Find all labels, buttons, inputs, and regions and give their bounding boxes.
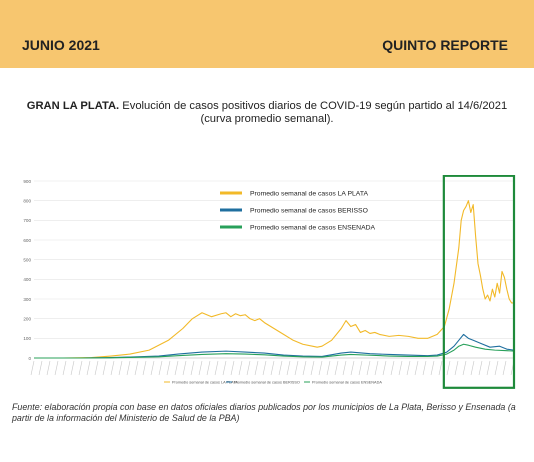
x-tick-mark xyxy=(70,360,75,376)
chart-headline: GRAN LA PLATA. Evolución de casos positi… xyxy=(16,100,518,126)
y-tick-label: 200 xyxy=(23,316,31,321)
x-tick-mark xyxy=(102,360,107,376)
y-tick-label: 0 xyxy=(28,356,31,361)
x-tick-mark xyxy=(54,360,59,376)
x-tick-mark xyxy=(118,360,123,376)
x-tick-mark xyxy=(222,360,227,376)
x-tick-mark xyxy=(382,360,387,376)
x-tick-mark xyxy=(334,360,339,376)
x-tick-mark xyxy=(502,360,507,376)
legend-label-3: Promedio semanal de casos ENSENADA xyxy=(250,225,376,232)
x-tick-mark xyxy=(30,360,35,376)
x-tick-mark xyxy=(446,360,451,376)
x-tick-mark xyxy=(318,360,323,376)
x-tick-mark xyxy=(406,360,411,376)
x-tick-mark xyxy=(486,360,491,376)
y-tick-label: 300 xyxy=(23,297,31,302)
x-tick-mark xyxy=(182,360,187,376)
bottom-legend-label-3: Promedio semanal de casos ENSENADA xyxy=(312,381,382,385)
headline-bold: GRAN LA PLATA. xyxy=(26,100,120,112)
x-tick-mark xyxy=(350,360,355,376)
x-tick-mark xyxy=(366,360,371,376)
x-tick-mark xyxy=(198,360,203,376)
bottom-legend-label-2: Promedio semanal de casos BERISSO xyxy=(234,381,300,385)
series-line-3 xyxy=(34,343,515,359)
x-tick-mark xyxy=(214,360,219,376)
y-tick-label: 600 xyxy=(23,238,31,243)
x-tick-mark xyxy=(342,360,347,376)
x-tick-mark xyxy=(478,360,483,376)
x-tick-mark xyxy=(86,360,91,376)
x-tick-mark xyxy=(206,360,211,376)
header-date: JUNIO 2021 xyxy=(22,37,100,53)
y-tick-label: 800 xyxy=(23,198,31,203)
x-tick-mark xyxy=(230,360,235,376)
y-tick-label: 700 xyxy=(23,218,31,223)
x-tick-mark xyxy=(454,360,459,376)
x-tick-mark xyxy=(254,360,259,376)
x-tick-mark xyxy=(422,360,427,376)
x-tick-mark xyxy=(438,360,443,376)
headline-line2: (curva promedio semanal). xyxy=(200,113,334,125)
x-tick-mark xyxy=(134,360,139,376)
series-line-1 xyxy=(34,200,514,359)
x-tick-mark xyxy=(358,360,363,376)
x-tick-mark xyxy=(174,360,179,376)
bottom-legend-label-1: Promedio semanal de casos LA PLATA xyxy=(172,381,238,385)
line-chart: 0 100 200 300 400 500 600 700 800 900 Promedio sem… xyxy=(23,174,516,389)
x-tick-mark xyxy=(150,360,155,376)
x-tick-mark xyxy=(462,360,467,376)
x-tick-mark xyxy=(374,360,379,376)
x-tick-mark xyxy=(286,360,291,376)
x-tick-mark xyxy=(326,360,331,376)
header-report: QUINTO REPORTE xyxy=(382,37,508,53)
x-tick-mark xyxy=(414,360,419,376)
x-tick-mark xyxy=(142,360,147,376)
y-tick-label: 400 xyxy=(23,277,31,282)
x-tick-mark xyxy=(166,360,171,376)
x-tick-mark xyxy=(494,360,499,376)
x-tick-mark xyxy=(94,360,99,376)
chart-container: 0 100 200 300 400 500 600 700 800 900 Promedio sem… xyxy=(14,174,520,393)
x-tick-mark xyxy=(470,360,475,376)
x-tick-mark xyxy=(278,360,283,376)
x-tick-mark xyxy=(302,360,307,376)
x-tick-mark xyxy=(390,360,395,376)
highlight-box xyxy=(442,174,516,389)
source-note: Fuente: elaboración propia con base en d… xyxy=(12,402,516,423)
headline-text: Evolución de casos positivos diarios de … xyxy=(119,100,508,112)
x-tick-mark xyxy=(110,360,115,376)
series-line-2 xyxy=(34,333,515,359)
x-tick-mark xyxy=(238,360,243,376)
x-tick-mark xyxy=(62,360,67,376)
x-tick-mark xyxy=(262,360,267,376)
x-tick-mark xyxy=(46,360,51,376)
y-tick-label: 900 xyxy=(23,179,31,184)
x-tick-mark xyxy=(38,360,43,376)
x-tick-mark xyxy=(190,360,195,376)
y-tick-label: 100 xyxy=(23,336,31,341)
y-tick-label: 500 xyxy=(23,257,31,262)
x-tick-mark xyxy=(158,360,163,376)
x-tick-mark xyxy=(310,360,315,376)
x-tick-mark xyxy=(430,360,435,376)
x-tick-mark xyxy=(246,360,251,376)
x-tick-mark xyxy=(398,360,403,376)
legend-label-2: Promedio semanal de casos BERISSO xyxy=(250,208,368,215)
x-tick-mark xyxy=(270,360,275,376)
x-tick-mark xyxy=(78,360,83,376)
header-banner: JUNIO 2021 QUINTO REPORTE xyxy=(0,0,534,68)
legend-label-1: Promedio semanal de casos LA PLATA xyxy=(250,191,368,198)
x-tick-mark xyxy=(294,360,299,376)
x-tick-mark xyxy=(126,360,131,376)
